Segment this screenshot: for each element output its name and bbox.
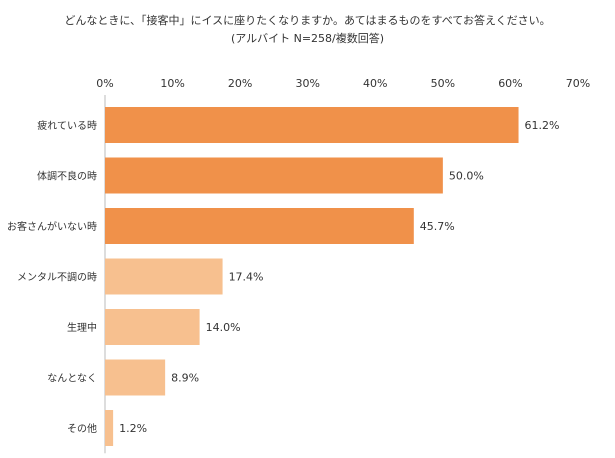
- x-tick-label: 40%: [363, 77, 387, 90]
- x-tick-label: 70%: [566, 77, 590, 90]
- x-tick-label: 10%: [160, 77, 184, 90]
- x-tick-label: 50%: [431, 77, 455, 90]
- x-tick-label: 30%: [295, 77, 319, 90]
- category-label: 体調不良の時: [37, 170, 97, 183]
- bar: [105, 410, 114, 446]
- bar: [105, 208, 414, 244]
- category-label: その他: [67, 422, 97, 435]
- chart-title: どんなときに、「接客中」にイスに座りたくなりますか。あてはまるものをすべてお答え…: [64, 14, 551, 27]
- x-tick-label: 60%: [498, 77, 522, 90]
- data-label: 45.7%: [420, 220, 455, 233]
- data-label: 61.2%: [525, 119, 560, 132]
- category-label: メンタル不調の時: [17, 271, 97, 284]
- category-label: 疲れている時: [37, 119, 97, 132]
- bar: [105, 258, 223, 295]
- bar: [105, 359, 166, 396]
- category-label: なんとなく: [47, 373, 97, 385]
- data-label: 1.2%: [119, 422, 147, 435]
- x-tick-label: 20%: [228, 77, 252, 90]
- data-label: 14.0%: [206, 321, 241, 334]
- bar: [105, 107, 519, 143]
- data-label: 50.0%: [449, 170, 484, 183]
- data-label: 8.9%: [171, 372, 199, 385]
- category-label: お客さんがいない時: [7, 220, 97, 233]
- bar: [105, 309, 200, 345]
- chart-subtitle: (アルバイト N=258/複数回答): [230, 32, 385, 45]
- data-label: 17.4%: [229, 271, 264, 284]
- x-tick-label: 0%: [96, 77, 113, 90]
- bar: [105, 157, 443, 194]
- category-label: 生理中: [67, 321, 97, 334]
